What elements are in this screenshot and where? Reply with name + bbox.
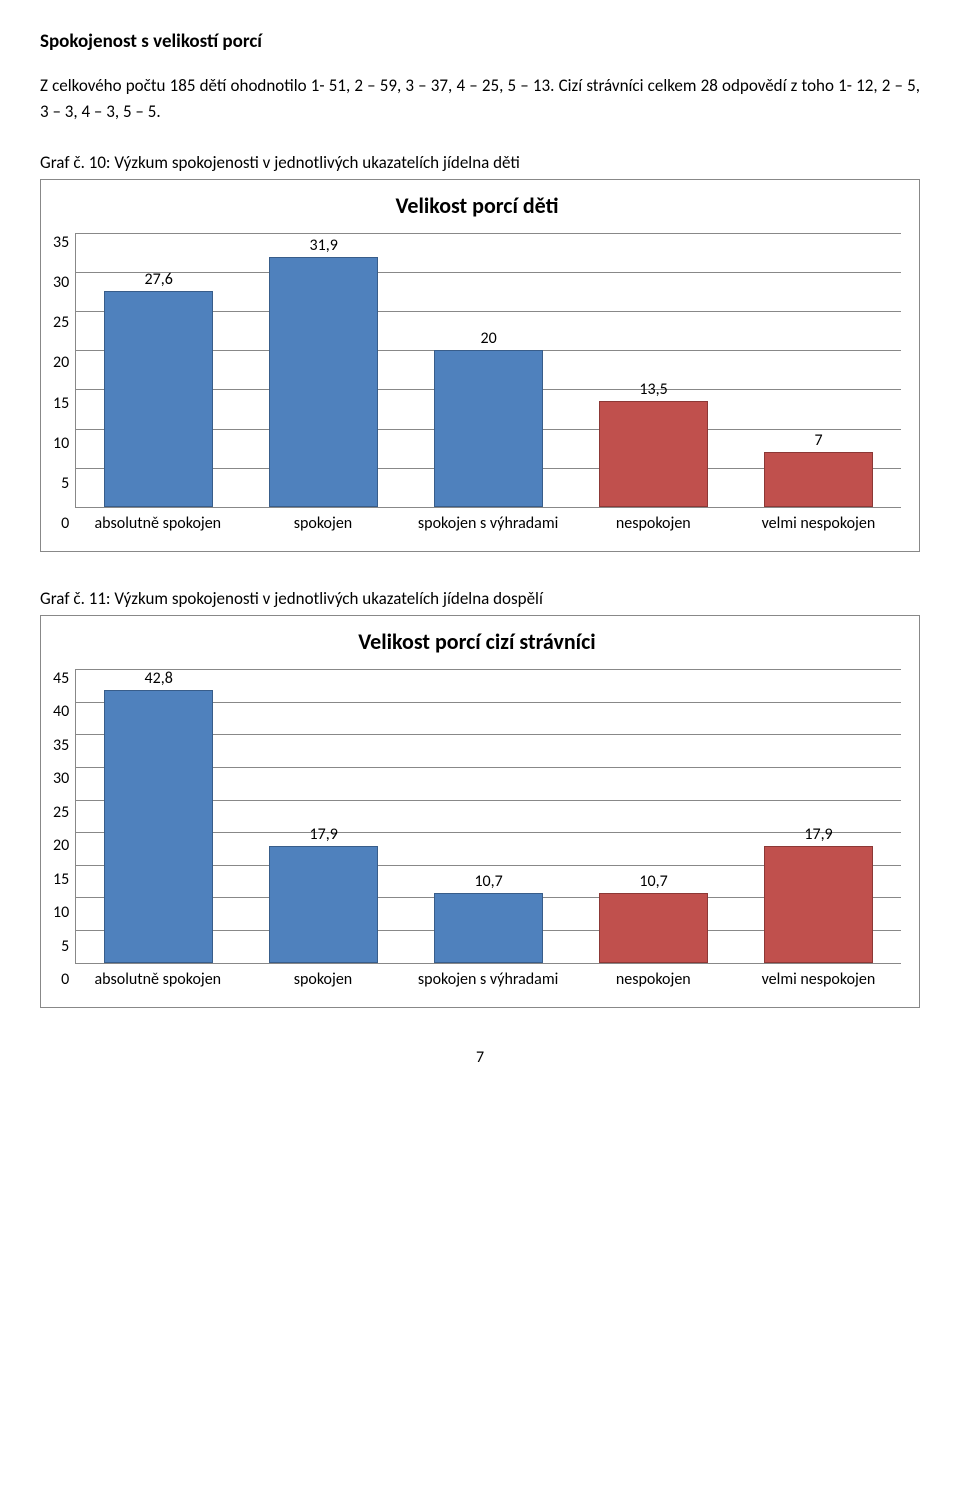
- chart2-x-axis: absolutně spokojenspokojenspokojen s výh…: [75, 970, 901, 989]
- x-tick: spokojen: [240, 970, 405, 989]
- y-tick: 25: [53, 313, 69, 332]
- x-tick: spokojen: [240, 514, 405, 533]
- chart1-caption: Graf č. 10: Výzkum spokojenosti v jednot…: [40, 152, 920, 173]
- bar: [269, 846, 378, 963]
- bar-value-label: 17,9: [309, 825, 337, 844]
- chart1-x-axis: absolutně spokojenspokojenspokojen s výh…: [75, 514, 901, 533]
- bar-column: 7: [736, 233, 901, 507]
- chart2-y-axis: 45 40 35 30 25 20 15 10 5 0: [53, 669, 75, 989]
- chart1-bars: 27,6 31,9 20 13,5 7: [76, 233, 901, 507]
- x-tick: nespokojen: [571, 970, 736, 989]
- bar-value-label: 13,5: [639, 380, 667, 399]
- chart1-container: Velikost porcí děti 35302520151050 27,63…: [40, 179, 920, 552]
- bar-value-label: 42,8: [145, 669, 173, 688]
- y-tick: 5: [61, 474, 69, 493]
- chart1-plot-wrap: 35 30 25 20 15 10 5 0 27,6 31,9 20 13,5 7 absolutně…: [53, 233, 901, 533]
- y-tick: 0: [61, 514, 69, 533]
- y-tick: 35: [53, 736, 69, 755]
- bar-column: 42,8: [76, 669, 241, 963]
- chart2-container: Velikost porcí cizí strávníci 45 40 35 30 25…: [40, 615, 920, 1008]
- bar: [104, 690, 213, 963]
- bar: [104, 291, 213, 507]
- x-tick: spokojen s výhradami: [406, 970, 571, 989]
- bar-value-label: 10,7: [474, 872, 502, 891]
- y-tick: 5: [61, 937, 69, 956]
- chart2-plot: 42,8 17,9 10,7 10,7 17,9: [75, 669, 901, 964]
- bar: [764, 452, 873, 507]
- y-tick: 30: [53, 769, 69, 788]
- bar-column: 13,5: [571, 233, 736, 507]
- y-tick: 0: [61, 970, 69, 989]
- bar-column: 31,9: [241, 233, 406, 507]
- chart2-bars: 42,8 17,9 10,7 10,7 17,9: [76, 669, 901, 963]
- bar-value-label: 17,9: [804, 825, 832, 844]
- y-tick: 25: [53, 803, 69, 822]
- bar: [599, 893, 708, 963]
- bar-value-label: 20: [480, 329, 496, 348]
- bar-column: 27,6: [76, 233, 241, 507]
- chart2-plot-wrap: 454035302520151050 42,817,910,710,717,9 …: [53, 669, 901, 989]
- x-tick: absolutně spokojen: [75, 514, 240, 533]
- y-tick: 15: [53, 394, 69, 413]
- bar: [599, 401, 708, 507]
- y-tick: 10: [53, 434, 69, 453]
- section-heading: Spokojenost s velikostí porcí: [40, 30, 920, 53]
- chart1-title: Velikost porcí děti: [53, 192, 901, 219]
- bar: [764, 846, 873, 963]
- y-tick: 40: [53, 702, 69, 721]
- bar-value-label: 10,7: [639, 872, 667, 891]
- bar-column: 17,9: [736, 669, 901, 963]
- chart1-y-axis: 35 30 25 20 15 10 5 0: [53, 233, 75, 533]
- bar-value-label: 31,9: [309, 236, 337, 255]
- x-tick: velmi nespokojen: [736, 514, 901, 533]
- x-tick: nespokojen: [571, 514, 736, 533]
- y-tick: 45: [53, 669, 69, 688]
- bar: [434, 893, 543, 963]
- bar-column: 10,7: [406, 669, 571, 963]
- y-tick: 10: [53, 903, 69, 922]
- x-tick: velmi nespokojen: [736, 970, 901, 989]
- y-tick: 15: [53, 870, 69, 889]
- page-number: 7: [40, 1048, 920, 1067]
- bar-value-label: 27,6: [145, 270, 173, 289]
- bar-column: 10,7: [571, 669, 736, 963]
- y-tick: 30: [53, 273, 69, 292]
- x-tick: absolutně spokojen: [75, 970, 240, 989]
- bar: [269, 257, 378, 507]
- bar: [434, 350, 543, 506]
- y-tick: 20: [53, 836, 69, 855]
- bar-column: 20: [406, 233, 571, 507]
- chart2-title: Velikost porcí cizí strávníci: [53, 628, 901, 655]
- chart2-caption: Graf č. 11: Výzkum spokojenosti v jednot…: [40, 588, 920, 609]
- x-tick: spokojen s výhradami: [406, 514, 571, 533]
- y-tick: 20: [53, 353, 69, 372]
- intro-paragraph: Z celkového počtu 185 dětí ohodnotilo 1-…: [40, 73, 920, 124]
- bar-value-label: 7: [814, 431, 822, 450]
- y-tick: 35: [53, 233, 69, 252]
- bar-column: 17,9: [241, 669, 406, 963]
- chart1-plot: 27,6 31,9 20 13,5 7: [75, 233, 901, 508]
